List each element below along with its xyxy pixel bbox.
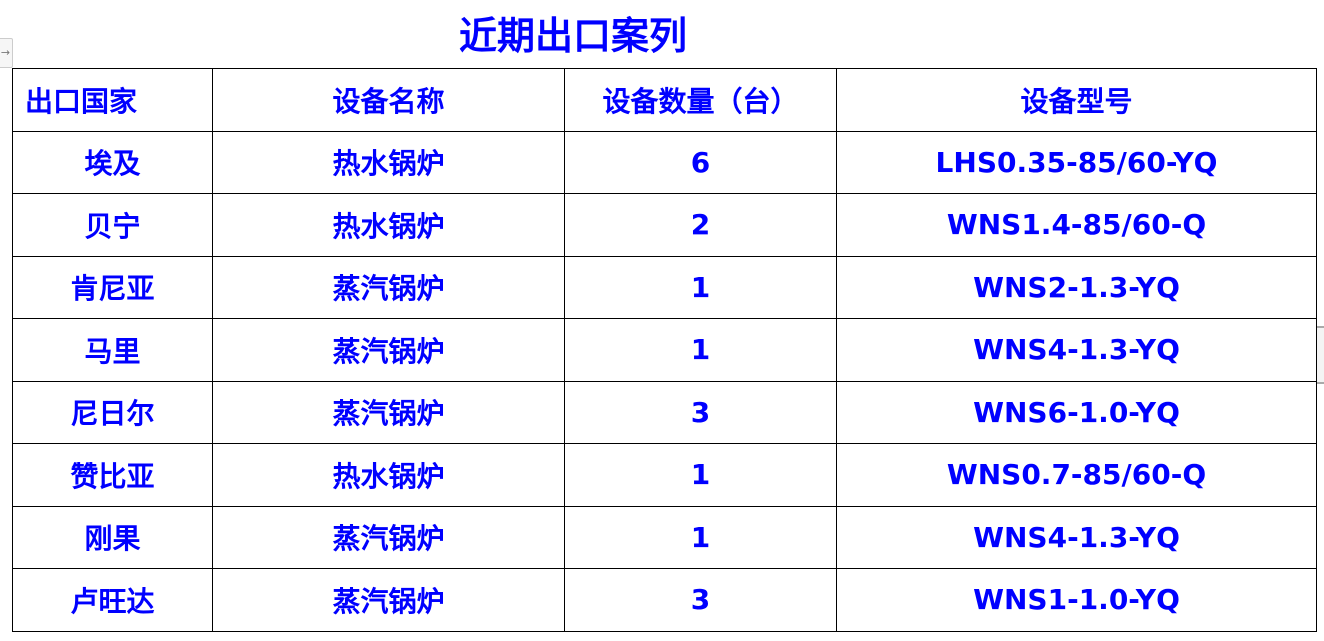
- cell-quantity: 3: [564, 380, 837, 444]
- cell-quantity: 1: [564, 255, 837, 319]
- cell-model: WNS1-1.0-YQ: [836, 568, 1317, 632]
- cell-model: WNS0.7-85/60-Q: [836, 443, 1317, 507]
- cell-model: WNS4-1.3-YQ: [836, 318, 1317, 382]
- cell-quantity: 2: [564, 193, 837, 257]
- cell-equipment-name: 蒸汽锅炉: [212, 318, 565, 382]
- cell-country: 马里: [12, 318, 213, 382]
- cell-quantity: 1: [564, 505, 837, 569]
- cell-country: 刚果: [12, 505, 213, 569]
- header-country: 出口国家: [12, 68, 213, 132]
- cell-country: 贝宁: [12, 193, 213, 257]
- cell-model: WNS1.4-85/60-Q: [836, 193, 1317, 257]
- cell-model: WNS2-1.3-YQ: [836, 255, 1317, 319]
- table-row: 贝宁 热水锅炉 2 WNS1.4-85/60-Q: [12, 193, 1317, 257]
- cell-equipment-name: 蒸汽锅炉: [212, 505, 565, 569]
- cell-equipment-name: 热水锅炉: [212, 130, 565, 194]
- cell-country: 尼日尔: [12, 380, 213, 444]
- header-quantity: 设备数量（台）: [564, 68, 837, 132]
- cell-equipment-name: 蒸汽锅炉: [212, 568, 565, 632]
- resize-handle[interactable]: [1316, 326, 1324, 384]
- table-row: 卢旺达 蒸汽锅炉 3 WNS1-1.0-YQ: [12, 568, 1317, 632]
- table-row: 埃及 热水锅炉 6 LHS0.35-85/60-YQ: [12, 130, 1317, 194]
- table-row: 肯尼亚 蒸汽锅炉 1 WNS2-1.3-YQ: [12, 255, 1317, 319]
- cell-equipment-name: 蒸汽锅炉: [212, 255, 565, 319]
- cell-country: 赞比亚: [12, 443, 213, 507]
- cell-quantity: 1: [564, 443, 837, 507]
- table-row: 刚果 蒸汽锅炉 1 WNS4-1.3-YQ: [12, 505, 1317, 569]
- table-row: 尼日尔 蒸汽锅炉 3 WNS6-1.0-YQ: [12, 380, 1317, 444]
- cell-equipment-name: 蒸汽锅炉: [212, 380, 565, 444]
- cell-quantity: 3: [564, 568, 837, 632]
- cell-equipment-name: 热水锅炉: [212, 443, 565, 507]
- cell-model: WNS6-1.0-YQ: [836, 380, 1317, 444]
- cell-country: 肯尼亚: [12, 255, 213, 319]
- page-title: 近期出口案列: [458, 14, 687, 58]
- cell-country: 卢旺达: [12, 568, 213, 632]
- export-cases-table: 出口国家 设备名称 设备数量（台） 设备型号 埃及 热水锅炉 6 LHS0.35-85…: [12, 68, 1317, 632]
- cell-model: WNS4-1.3-YQ: [836, 505, 1317, 569]
- table-row: 赞比亚 热水锅炉 1 WNS0.7-85/60-Q: [12, 443, 1317, 507]
- header-model: 设备型号: [836, 68, 1317, 132]
- move-arrow-icon[interactable]: →: [0, 38, 13, 68]
- cell-country: 埃及: [12, 130, 213, 194]
- table-header-row: 出口国家 设备名称 设备数量（台） 设备型号: [12, 68, 1317, 132]
- cell-equipment-name: 热水锅炉: [212, 193, 565, 257]
- cell-quantity: 1: [564, 318, 837, 382]
- table-row: 马里 蒸汽锅炉 1 WNS4-1.3-YQ: [12, 318, 1317, 382]
- cell-model: LHS0.35-85/60-YQ: [836, 130, 1317, 194]
- header-equipment-name: 设备名称: [212, 68, 565, 132]
- cell-quantity: 6: [564, 130, 837, 194]
